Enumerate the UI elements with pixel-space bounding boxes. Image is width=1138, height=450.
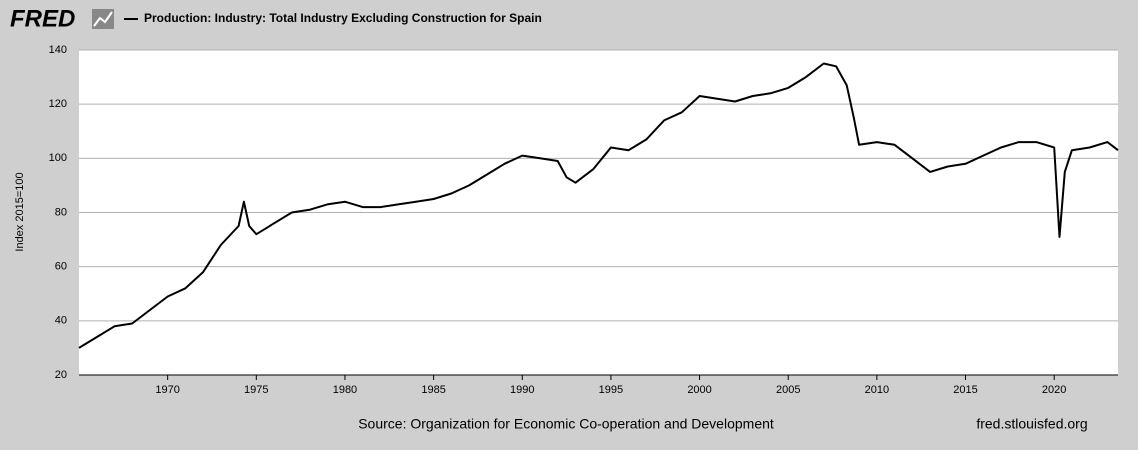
logo: FRED <box>10 5 75 32</box>
y-tick-label: 40 <box>55 315 67 327</box>
x-tick-label: 2005 <box>776 384 800 396</box>
logo-icon-line <box>93 11 113 27</box>
x-tick-label: 2020 <box>1042 384 1066 396</box>
x-tick-label: 1995 <box>599 384 623 396</box>
y-tick-label: 20 <box>55 369 67 381</box>
y-tick-label: 100 <box>49 152 67 164</box>
y-tick-label: 140 <box>49 44 67 56</box>
x-tick-label: 2000 <box>687 384 711 396</box>
series-line <box>78 62 1119 349</box>
x-tick-label: 2010 <box>865 384 889 396</box>
y-tick-label: 120 <box>49 98 67 110</box>
y-tick-label: 80 <box>55 206 67 218</box>
x-tick-label: 1985 <box>421 384 445 396</box>
site: fred.stlouisfed.org <box>976 416 1087 432</box>
x-tick-label: 1990 <box>510 384 534 396</box>
legend-label: Production: Industry: Total Industry Exc… <box>144 11 542 25</box>
source: Source: Organization for Economic Co-ope… <box>358 416 774 432</box>
y-axis-label: Index 2015=100 <box>14 172 26 251</box>
x-tick-label: 2015 <box>953 384 977 396</box>
logo-icon <box>92 9 114 29</box>
x-tick-label: 1970 <box>155 384 179 396</box>
x-tick-label: 1975 <box>244 384 268 396</box>
x-tick-label: 1980 <box>333 384 357 396</box>
y-tick-label: 60 <box>55 261 67 273</box>
